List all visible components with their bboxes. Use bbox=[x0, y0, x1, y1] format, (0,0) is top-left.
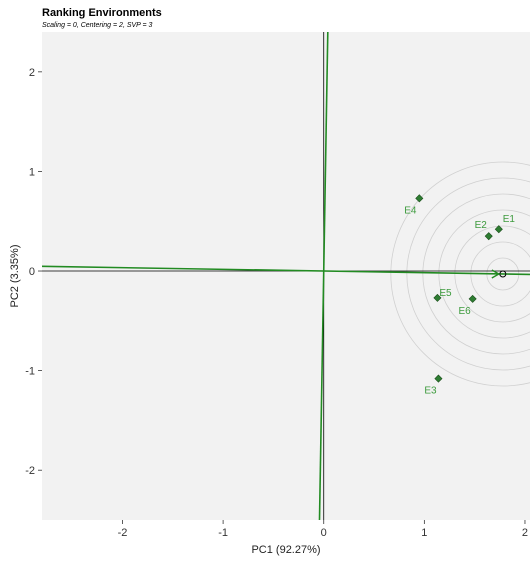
point-label-e3: E3 bbox=[424, 386, 437, 397]
x-axis-label: PC1 (92.27%) bbox=[251, 544, 320, 556]
point-e2 bbox=[484, 232, 493, 241]
aec-abscissa-line bbox=[42, 265, 530, 276]
point-label-e5: E5 bbox=[439, 288, 452, 299]
axis-ticks: -2 -1 0 1 2 -2 -1 0 1 2 bbox=[25, 67, 528, 539]
y-tick-label: 1 bbox=[29, 166, 35, 178]
data-points: E1 E2 E3 E4 E5 E6 bbox=[404, 194, 516, 397]
point-label-e2: E2 bbox=[475, 220, 488, 231]
concentric-circle bbox=[422, 193, 530, 355]
x-tick-label: 1 bbox=[421, 527, 427, 539]
y-axis-label: PC2 (3.35%) bbox=[9, 245, 21, 308]
concentric-circle bbox=[406, 177, 530, 371]
chart-title: Ranking Environments bbox=[42, 7, 162, 19]
x-tick-label: -2 bbox=[118, 527, 128, 539]
aec-ordinate-line bbox=[318, 32, 329, 520]
point-e1 bbox=[494, 225, 503, 234]
concentric-circles bbox=[390, 161, 530, 387]
point-e6 bbox=[468, 294, 477, 303]
x-tick-label: 2 bbox=[522, 527, 528, 539]
point-label-e4: E4 bbox=[404, 205, 417, 216]
concentric-circle bbox=[438, 209, 530, 339]
y-tick-label: -2 bbox=[25, 465, 35, 477]
axis-lines bbox=[42, 32, 530, 520]
y-tick-label: 2 bbox=[29, 67, 35, 79]
concentric-circle bbox=[454, 225, 530, 323]
average-environment-arrow bbox=[491, 269, 501, 279]
x-tick-label: -1 bbox=[218, 527, 228, 539]
concentric-circle bbox=[390, 161, 530, 387]
point-label-e1: E1 bbox=[503, 214, 516, 225]
point-e4 bbox=[415, 194, 424, 203]
y-tick-label: -1 bbox=[25, 366, 35, 378]
point-label-e6: E6 bbox=[459, 306, 472, 317]
point-e3 bbox=[434, 374, 443, 383]
x-tick-label: 0 bbox=[321, 527, 327, 539]
chart-subtitle: Scaling = 0, Centering = 2, SVP = 3 bbox=[42, 22, 153, 29]
plot-panel bbox=[42, 32, 530, 520]
point-e5 bbox=[433, 293, 442, 302]
y-tick-label: 0 bbox=[29, 266, 35, 278]
